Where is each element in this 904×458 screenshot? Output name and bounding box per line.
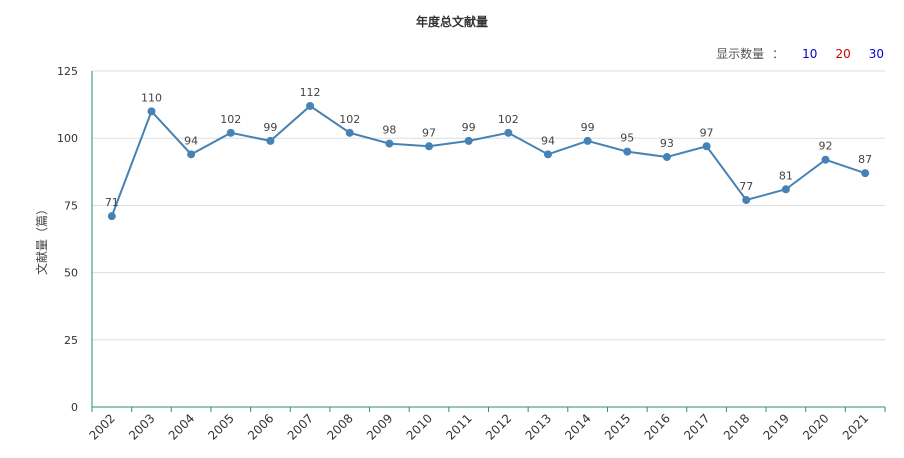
display-count-label: 显示数量	[716, 47, 765, 61]
data-point	[504, 128, 513, 137]
data-label: 93	[660, 137, 674, 150]
data-point	[583, 136, 592, 145]
x-tick-label: 2012	[483, 411, 514, 442]
data-point	[425, 142, 434, 151]
data-label: 87	[858, 153, 872, 166]
x-tick-label: 2008	[324, 411, 355, 442]
data-point	[226, 128, 235, 137]
y-axis-label: 文献量（篇）	[34, 203, 49, 275]
data-point	[345, 128, 354, 137]
x-tick-label: 2021	[840, 411, 871, 442]
display-count-option-20[interactable]: 20	[835, 46, 851, 61]
data-point	[385, 139, 394, 148]
data-label: 102	[339, 113, 360, 126]
data-point	[781, 185, 790, 194]
data-label: 102	[220, 113, 241, 126]
data-label: 98	[382, 124, 396, 137]
data-label: 77	[739, 180, 753, 193]
display-count-option-10[interactable]: 10	[802, 46, 818, 61]
y-tick-label: 75	[64, 199, 78, 212]
data-point	[543, 150, 552, 159]
x-tick-label: 2014	[562, 411, 593, 442]
y-tick-label: 0	[71, 401, 78, 414]
data-point	[821, 155, 830, 164]
data-point	[662, 153, 671, 162]
x-tick-label: 2015	[602, 411, 633, 442]
x-tick-label: 2004	[166, 411, 197, 442]
x-tick-label: 2007	[285, 411, 316, 442]
display-count-colon: ：	[772, 47, 785, 61]
data-label: 99	[263, 121, 277, 134]
y-tick-label: 125	[57, 65, 78, 78]
data-point	[861, 169, 870, 178]
data-label: 92	[819, 140, 833, 153]
x-tick-label: 2005	[205, 411, 236, 442]
data-label: 99	[462, 121, 476, 134]
data-label: 110	[141, 91, 162, 104]
data-point	[702, 142, 711, 151]
y-tick-label: 25	[64, 334, 78, 347]
data-label: 94	[541, 134, 555, 147]
x-tick-label: 2003	[126, 411, 157, 442]
x-tick-label: 2017	[681, 411, 712, 442]
x-tick-label: 2016	[642, 411, 673, 442]
data-point	[266, 136, 275, 145]
data-point	[742, 196, 751, 205]
y-tick-label: 50	[64, 267, 78, 280]
display-count-option-30[interactable]: 30	[868, 46, 884, 61]
x-tick-label: 2009	[364, 411, 395, 442]
x-tick-label: 2013	[523, 411, 554, 442]
data-label: 95	[620, 132, 634, 145]
data-point	[147, 107, 156, 116]
series-line	[110, 104, 866, 217]
data-label: 112	[300, 86, 321, 99]
data-label: 99	[581, 121, 595, 134]
x-tick-label: 2018	[721, 411, 752, 442]
data-point	[306, 101, 315, 110]
x-tick-label: 2019	[760, 411, 791, 442]
x-tick-label: 2011	[443, 411, 474, 442]
data-point	[623, 147, 632, 156]
x-tick-label: 2020	[800, 411, 831, 442]
data-label: 97	[700, 126, 714, 139]
data-point	[464, 136, 473, 145]
data-point	[107, 212, 116, 221]
data-label: 81	[779, 169, 793, 182]
data-label: 102	[498, 113, 519, 126]
x-tick-label: 2006	[245, 411, 276, 442]
data-point	[187, 150, 196, 159]
y-tick-label: 100	[57, 132, 78, 145]
x-tick-label: 2010	[404, 411, 435, 442]
data-label: 94	[184, 134, 198, 147]
x-tick-label: 2002	[86, 411, 117, 442]
display-count-selector: 显示数量 ： 10 20 30	[716, 45, 884, 62]
data-label: 71	[105, 196, 119, 209]
chart-title: 年度总文献量	[415, 15, 488, 29]
data-label: 97	[422, 126, 436, 139]
